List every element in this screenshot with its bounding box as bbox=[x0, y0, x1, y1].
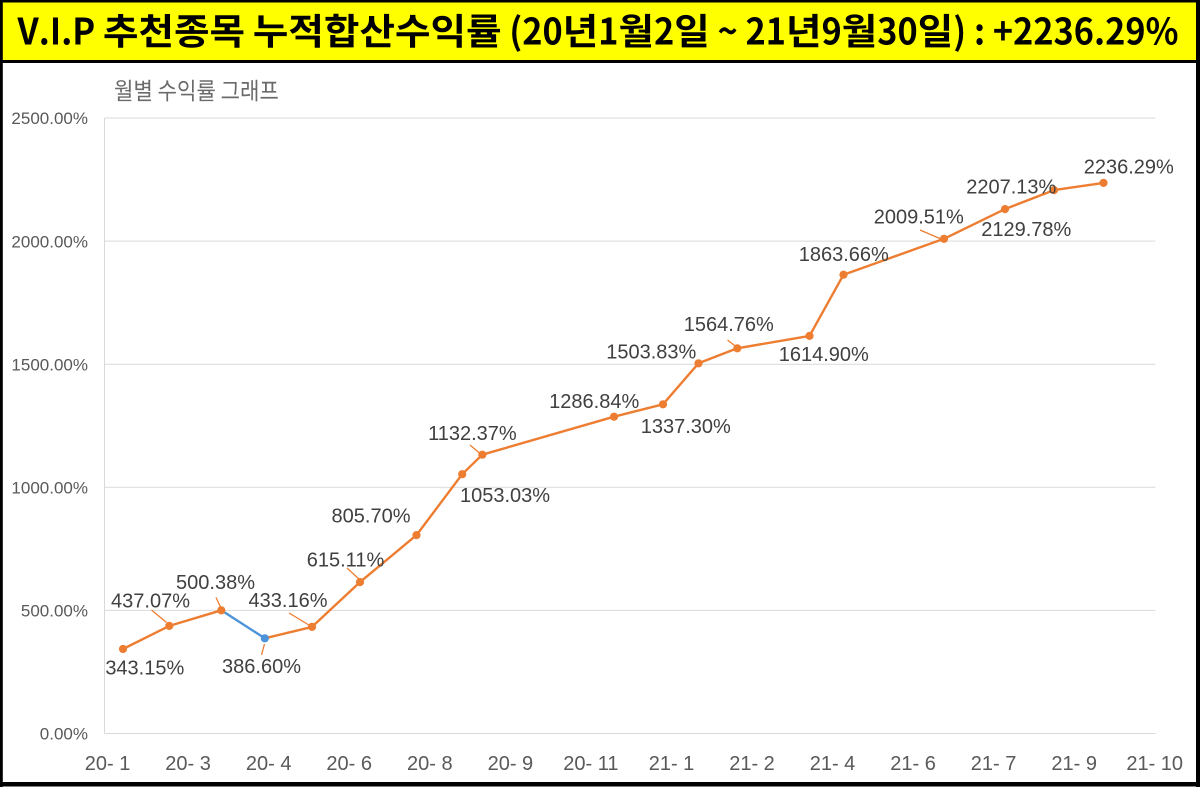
svg-text:1286.84%: 1286.84% bbox=[549, 391, 639, 413]
svg-text:437.07%: 437.07% bbox=[111, 590, 190, 612]
svg-text:21- 4: 21- 4 bbox=[810, 753, 856, 775]
svg-text:386.60%: 386.60% bbox=[222, 656, 301, 678]
svg-text:21- 2: 21- 2 bbox=[729, 753, 775, 775]
svg-text:21- 6: 21- 6 bbox=[890, 753, 936, 775]
svg-text:20- 8: 20- 8 bbox=[407, 753, 453, 775]
svg-text:500.00%: 500.00% bbox=[21, 602, 88, 621]
svg-text:615.11%: 615.11% bbox=[307, 549, 385, 571]
svg-text:1132.37%: 1132.37% bbox=[428, 423, 517, 445]
svg-text:20- 1: 20- 1 bbox=[85, 753, 131, 775]
svg-text:343.15%: 343.15% bbox=[105, 657, 184, 679]
svg-text:2500.00%: 2500.00% bbox=[11, 109, 88, 128]
svg-text:1337.30%: 1337.30% bbox=[641, 416, 731, 438]
svg-text:1564.76%: 1564.76% bbox=[684, 314, 774, 336]
svg-text:500.38%: 500.38% bbox=[176, 572, 255, 594]
svg-text:2207.13%: 2207.13% bbox=[966, 177, 1056, 199]
svg-text:1863.66%: 1863.66% bbox=[799, 244, 889, 266]
svg-text:21- 1: 21- 1 bbox=[649, 753, 695, 775]
svg-text:20- 6: 20- 6 bbox=[326, 753, 372, 775]
svg-text:1053.03%: 1053.03% bbox=[460, 485, 550, 507]
svg-text:20- 3: 20- 3 bbox=[165, 753, 211, 775]
svg-text:20- 11: 20- 11 bbox=[563, 753, 618, 775]
svg-text:2000.00%: 2000.00% bbox=[11, 232, 88, 251]
svg-text:2129.78%: 2129.78% bbox=[981, 219, 1071, 241]
svg-text:1503.83%: 1503.83% bbox=[606, 342, 696, 364]
svg-text:1614.90%: 1614.90% bbox=[779, 344, 869, 366]
svg-text:21- 10: 21- 10 bbox=[1126, 753, 1183, 775]
svg-text:20- 9: 20- 9 bbox=[488, 753, 534, 775]
svg-text:21- 7: 21- 7 bbox=[971, 753, 1017, 775]
svg-text:805.70%: 805.70% bbox=[332, 505, 411, 527]
svg-text:21- 9: 21- 9 bbox=[1051, 753, 1097, 775]
svg-text:433.16%: 433.16% bbox=[249, 590, 328, 612]
svg-text:1500.00%: 1500.00% bbox=[11, 355, 88, 374]
svg-text:2009.51%: 2009.51% bbox=[874, 207, 964, 229]
svg-text:1000.00%: 1000.00% bbox=[11, 479, 88, 498]
svg-text:0.00%: 0.00% bbox=[40, 725, 88, 744]
svg-text:2236.29%: 2236.29% bbox=[1084, 157, 1174, 179]
svg-text:20- 4: 20- 4 bbox=[246, 753, 292, 775]
